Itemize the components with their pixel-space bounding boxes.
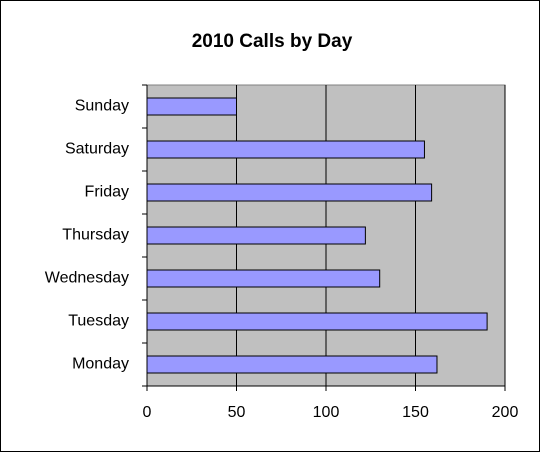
y-tick-label: Wednesday <box>45 270 129 287</box>
x-tick-label: 0 <box>143 404 152 421</box>
bar <box>146 312 488 331</box>
y-tick-label: Friday <box>85 184 129 201</box>
bar <box>146 269 381 288</box>
bar <box>146 183 433 202</box>
x-tick-label: 100 <box>313 404 340 421</box>
y-tick-label: Saturday <box>65 141 129 158</box>
x-tick-label: 50 <box>228 404 246 421</box>
y-tick-label: Sunday <box>75 98 129 115</box>
bar <box>146 140 425 159</box>
chart-title: 2010 Calls by Day <box>192 31 353 52</box>
x-tick-label: 200 <box>492 404 519 421</box>
y-tick-label: Thursday <box>62 227 129 244</box>
y-tick-label: Monday <box>72 356 129 373</box>
bar <box>146 97 237 116</box>
bar <box>146 226 366 245</box>
bar <box>146 355 438 374</box>
x-tick-label: 150 <box>402 404 429 421</box>
y-tick-label: Tuesday <box>68 313 129 330</box>
